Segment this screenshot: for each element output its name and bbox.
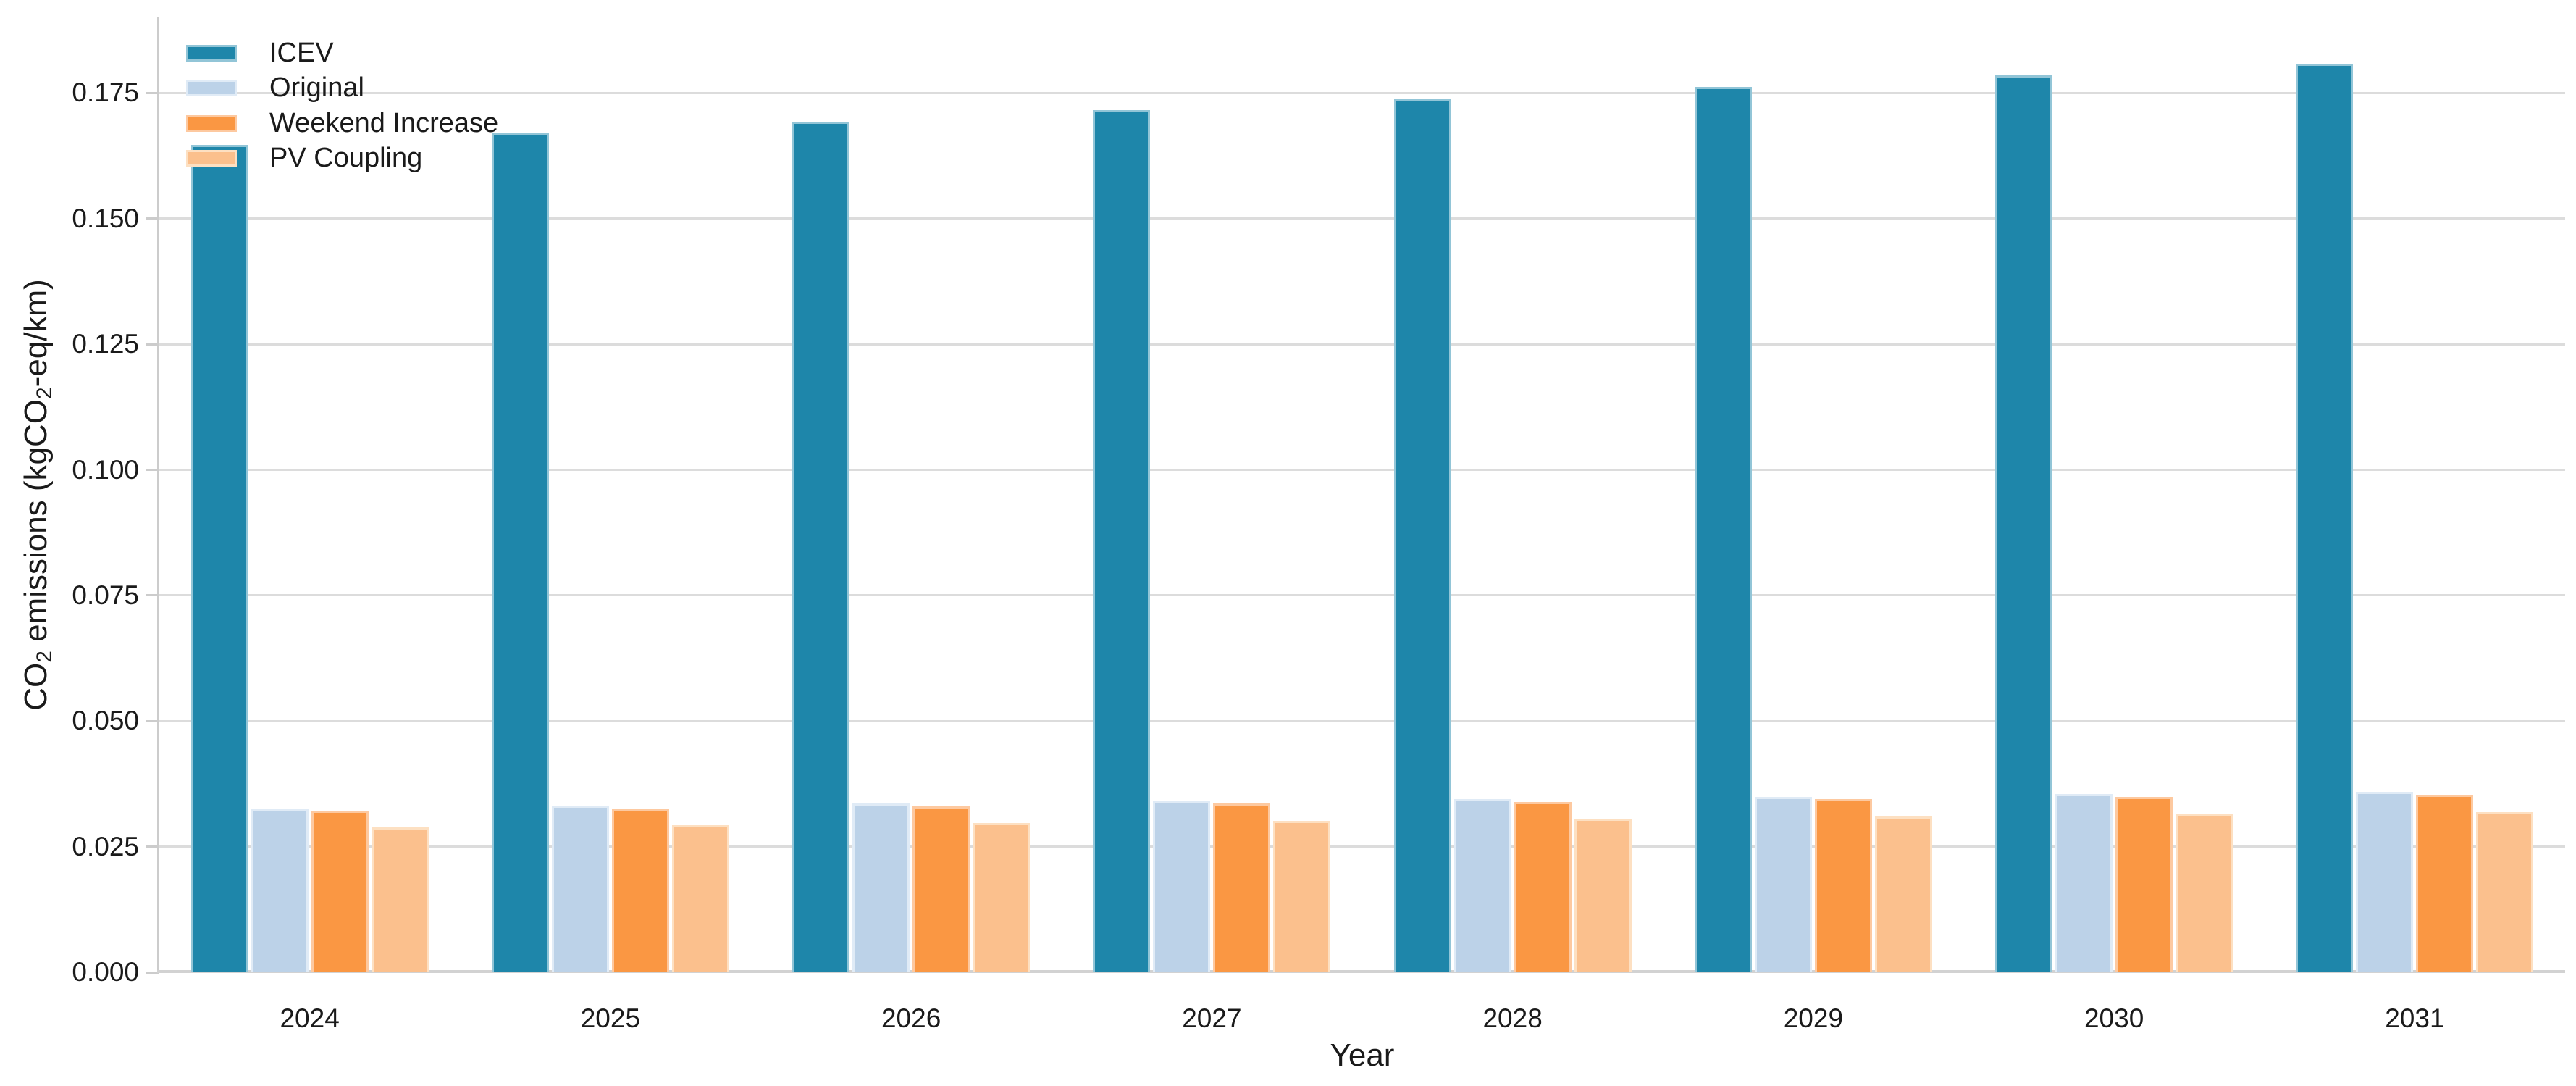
legend-item-pv-coupling: PV Coupling xyxy=(186,143,423,173)
y-tick-mark-0.150 xyxy=(146,217,157,220)
y-axis-label-text: emissions (kgCO xyxy=(18,398,54,651)
y-tick-label: 0.150 xyxy=(72,203,139,233)
gridline-0.150 xyxy=(159,217,2565,220)
y-tick-mark-0.175 xyxy=(146,91,157,94)
legend-label: ICEV xyxy=(269,37,334,68)
x-tick-label-2030: 2030 xyxy=(2084,1003,2144,1033)
bar-pv-coupling-2026 xyxy=(973,822,1031,972)
bar-weekend-increase-2026 xyxy=(912,806,970,972)
bar-original-2026 xyxy=(852,803,910,972)
bar-pv-coupling-2024 xyxy=(371,827,429,972)
bar-icev-2027 xyxy=(1093,110,1151,972)
y-tick-label: 0.175 xyxy=(72,78,139,108)
y-tick-mark-0.100 xyxy=(146,469,157,471)
bar-pv-coupling-2025 xyxy=(671,825,729,972)
y-axis-label-text: -eq/km) xyxy=(18,279,54,388)
x-tick-label-2031: 2031 xyxy=(2385,1003,2445,1033)
y-axis-label-subscript: 2 xyxy=(32,387,56,399)
y-tick-label: 0.075 xyxy=(72,580,139,610)
y-tick-label: 0.050 xyxy=(72,706,139,736)
y-tick-label: 0.000 xyxy=(72,957,139,987)
bar-pv-coupling-2027 xyxy=(1273,820,1331,972)
bar-original-2031 xyxy=(2356,791,2414,972)
y-axis-label-text: CO xyxy=(18,662,54,711)
x-tick-label-2029: 2029 xyxy=(1783,1003,1844,1033)
gridline-0.050 xyxy=(159,719,2565,722)
y-tick-mark-0.025 xyxy=(146,845,157,848)
y-axis-spine xyxy=(157,17,159,974)
y-axis-label-subscript: 2 xyxy=(32,651,56,663)
bar-pv-coupling-2030 xyxy=(2176,814,2233,972)
legend-item-original: Original xyxy=(186,72,364,103)
gridline-0.125 xyxy=(159,343,2565,346)
legend-label: Weekend Increase xyxy=(269,107,499,138)
legend-swatch-pv-coupling xyxy=(186,150,237,167)
legend-item-icev: ICEV xyxy=(186,37,334,68)
gridline-0.100 xyxy=(159,469,2565,471)
x-tick-label-2027: 2027 xyxy=(1182,1003,1242,1033)
x-axis-label: Year xyxy=(1330,1037,1395,1073)
x-axis-spine xyxy=(157,970,2565,973)
bar-pv-coupling-2031 xyxy=(2476,812,2534,972)
x-tick-label-2024: 2024 xyxy=(280,1003,340,1033)
bar-pv-coupling-2029 xyxy=(1874,816,1932,972)
y-tick-mark-0.050 xyxy=(146,719,157,722)
bar-original-2029 xyxy=(1754,796,1812,972)
x-tick-label-2028: 2028 xyxy=(1482,1003,1543,1033)
y-tick-label: 0.025 xyxy=(72,831,139,861)
y-tick-mark-0.125 xyxy=(146,343,157,346)
bar-weekend-increase-2024 xyxy=(311,811,369,972)
bar-icev-2026 xyxy=(792,122,850,972)
legend-swatch-icev xyxy=(186,44,237,62)
x-tick-label-2025: 2025 xyxy=(580,1003,641,1033)
y-tick-label: 0.125 xyxy=(72,329,139,359)
bar-original-2025 xyxy=(551,806,609,972)
x-tick-label-2026: 2026 xyxy=(881,1003,941,1033)
bar-weekend-increase-2030 xyxy=(2115,797,2173,972)
bar-original-2030 xyxy=(2055,794,2113,972)
bar-icev-2029 xyxy=(1694,86,1752,972)
bar-weekend-increase-2028 xyxy=(1514,801,1572,972)
bar-original-2024 xyxy=(251,808,309,972)
gridline-0.025 xyxy=(159,845,2565,848)
bar-weekend-increase-2031 xyxy=(2416,794,2474,972)
legend-swatch-weekend-increase xyxy=(186,114,237,132)
bar-icev-2025 xyxy=(491,133,549,972)
legend-swatch-original xyxy=(186,80,237,96)
legend-label: Original xyxy=(269,72,364,103)
y-tick-mark-0.000 xyxy=(146,971,157,974)
gridline-0.075 xyxy=(159,594,2565,597)
bar-weekend-increase-2027 xyxy=(1213,803,1271,972)
y-tick-mark-0.075 xyxy=(146,594,157,597)
legend-label: PV Coupling xyxy=(269,143,423,173)
bar-icev-2031 xyxy=(2296,63,2354,972)
bar-pv-coupling-2028 xyxy=(1574,819,1632,972)
bar-icev-2030 xyxy=(1995,75,2053,972)
bar-weekend-increase-2029 xyxy=(1814,799,1872,972)
bar-original-2028 xyxy=(1453,799,1511,972)
bar-weekend-increase-2025 xyxy=(611,808,669,972)
legend-item-weekend-increase: Weekend Increase xyxy=(186,107,499,138)
bar-icev-2028 xyxy=(1393,98,1451,972)
bar-original-2027 xyxy=(1153,801,1211,972)
y-tick-label: 0.100 xyxy=(72,454,139,485)
gridline-0.175 xyxy=(159,91,2565,94)
y-axis-label: CO2 emissions (kgCO2-eq/km) xyxy=(18,279,56,711)
bar-icev-2024 xyxy=(190,145,248,972)
